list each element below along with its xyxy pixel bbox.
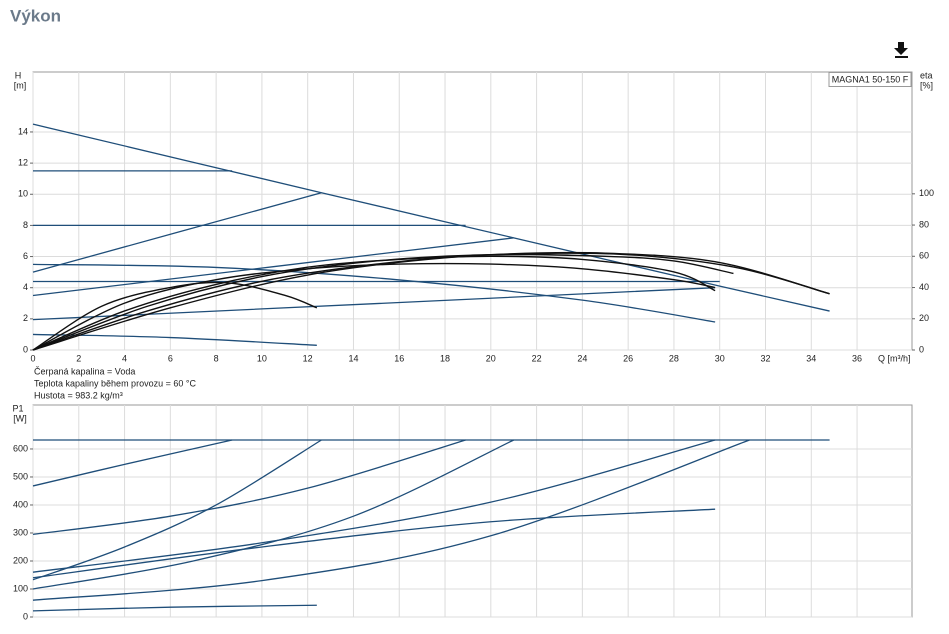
x-tick-label: 26 — [623, 353, 633, 363]
y-tick-label: 300 — [13, 527, 28, 537]
x-tick-label: 22 — [532, 353, 542, 363]
y2-axis-unit: [%] — [920, 80, 933, 90]
x-tick-label: 24 — [577, 353, 587, 363]
page-title: Výkon — [10, 6, 61, 25]
x-tick-label: 2 — [76, 353, 81, 363]
y-tick-label: 2 — [23, 313, 28, 323]
x-tick-label: 30 — [715, 353, 725, 363]
y-axis-label: H — [15, 70, 22, 80]
y-tick-label: 200 — [13, 555, 28, 565]
download-icon[interactable] — [894, 42, 908, 58]
curve — [32, 439, 466, 536]
curve — [32, 439, 322, 581]
legend-text: MAGNA1 50-150 F — [832, 74, 909, 84]
x-axis-label: Q [m³/h] — [878, 353, 911, 363]
x-tick-label: 34 — [806, 353, 816, 363]
legend-box — [828, 72, 912, 87]
curve — [32, 604, 317, 612]
y-axis-label: P1 — [12, 403, 23, 413]
x-tick-label: 12 — [303, 353, 313, 363]
x-tick-label: 0 — [30, 353, 35, 363]
plot-area — [32, 404, 913, 618]
curve — [32, 439, 716, 573]
x-tick-label: 16 — [394, 353, 404, 363]
x-tick-label: 28 — [669, 353, 679, 363]
curve — [32, 252, 830, 351]
y-tick-label: 0 — [23, 611, 28, 621]
x-tick-label: 10 — [257, 353, 267, 363]
x-tick-label: 4 — [122, 353, 127, 363]
y-tick-label: 100 — [13, 583, 28, 593]
x-tick-label: 14 — [348, 353, 358, 363]
y-tick-label: 4 — [23, 282, 28, 292]
curve — [32, 237, 514, 297]
y-tick-label: 0 — [23, 344, 28, 354]
y-tick-label: 600 — [13, 443, 28, 453]
y-tick-label: 500 — [13, 471, 28, 481]
y-axis-unit: [m] — [14, 80, 27, 90]
x-tick-label: 8 — [214, 353, 219, 363]
y2-tick-label: 20 — [919, 313, 929, 323]
note: Teplota kapaliny během provozu = 60 °C — [34, 378, 196, 388]
y-tick-label: 400 — [13, 499, 28, 509]
curve — [32, 439, 233, 487]
plot-area — [32, 71, 913, 351]
y-tick-label: 8 — [23, 220, 28, 230]
y-tick-label: 6 — [23, 251, 28, 261]
y2-tick-label: 0 — [919, 344, 924, 354]
curve — [32, 439, 750, 601]
curve — [32, 263, 716, 323]
y2-tick-label: 60 — [919, 251, 929, 261]
y-tick-label: 12 — [18, 157, 28, 167]
x-tick-label: 20 — [486, 353, 496, 363]
x-tick-label: 32 — [760, 353, 770, 363]
y-tick-label: 10 — [18, 189, 28, 199]
curve — [32, 253, 734, 351]
y2-tick-label: 80 — [919, 219, 929, 229]
y-axis-unit: [W] — [13, 413, 27, 423]
y2-axis-label: eta — [920, 70, 933, 80]
curve — [32, 123, 830, 312]
x-tick-label: 6 — [168, 353, 173, 363]
y2-tick-label: 40 — [919, 282, 929, 292]
y-tick-label: 14 — [18, 126, 28, 136]
note: Hustota = 983.2 kg/m³ — [34, 390, 123, 400]
curve — [32, 287, 716, 321]
y2-tick-label: 100 — [919, 188, 934, 198]
curve — [32, 508, 716, 579]
x-tick-label: 36 — [852, 353, 862, 363]
curve — [32, 262, 716, 351]
note: Čerpaná kapalina = Voda — [34, 366, 135, 376]
x-tick-label: 18 — [440, 353, 450, 363]
